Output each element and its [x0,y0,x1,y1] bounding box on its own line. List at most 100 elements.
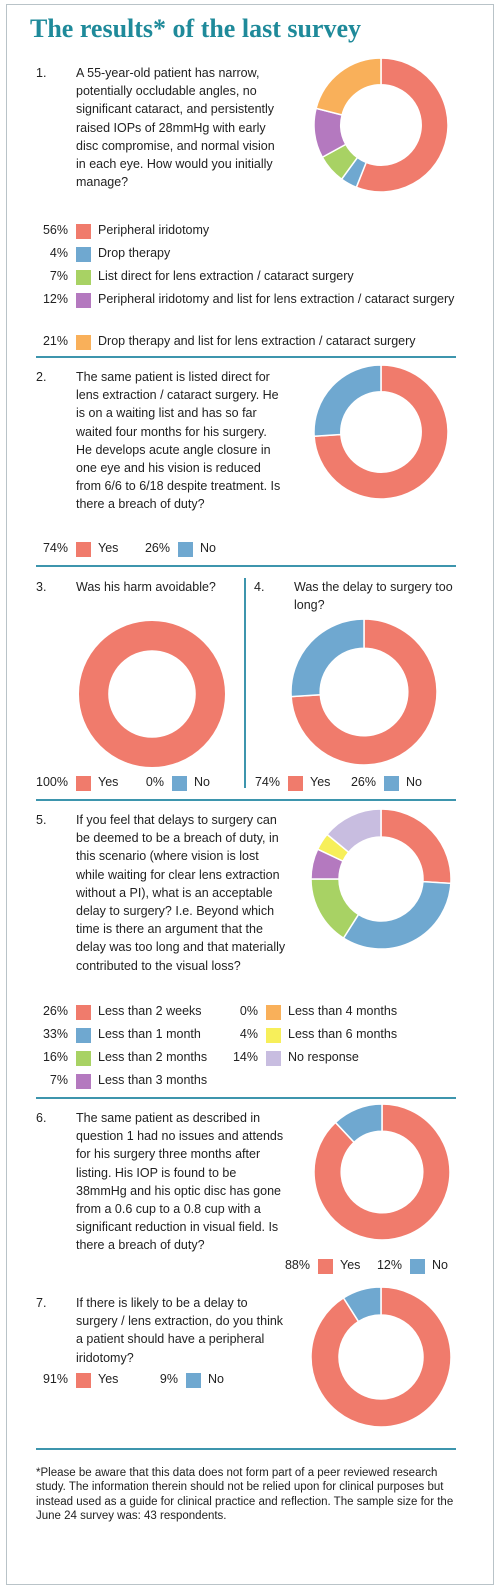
legend-label: Yes [98,775,119,789]
question-5-number: 5. [36,813,47,827]
legend-label: Yes [340,1258,361,1272]
legend-label: Less than 3 months [98,1073,208,1087]
legend-item: 26% Less than 2 weeks [36,1003,236,1021]
footnote: *Please be aware that this data does not… [36,1467,454,1523]
donut-slice-less-than-1-month [342,880,452,950]
infographic-frame [6,4,494,1585]
donut-slice-no [342,1286,382,1323]
question-7-donut-chart [310,1286,452,1428]
donut-slice-no [313,364,382,438]
donut-slice-less-than-2-weeks [380,808,452,885]
legend-item: 88% Yes [278,1257,388,1275]
legend-label: Less than 2 months [98,1050,208,1064]
legend-swatch [288,776,303,791]
legend-swatch [266,1005,281,1020]
legend-item: 7% Less than 3 months [36,1072,236,1090]
legend-percent: 0% [145,775,164,789]
question-3-donut-chart [78,620,226,768]
legend-swatch [76,1051,91,1066]
legend-item: 26% No [138,540,258,558]
legend-item: 4% Less than 6 months [226,1026,426,1044]
legend-label: No [208,1372,224,1386]
legend-item: 91% Yes [36,1371,156,1389]
legend-item: 26% No [344,774,444,792]
legend-swatch [76,293,91,308]
page-title: The results* of the last survey [30,14,362,43]
question-2-donut-chart [313,364,449,500]
legend-percent: 4% [49,246,68,260]
legend-label: Less than 2 weeks [98,1004,202,1018]
donut-slice-drop-therapy-and-list-for-lens-extraction-cataract-surgery [315,57,382,116]
question-5-donut-chart [310,808,452,950]
question-2-text: The same patient is listed direct for le… [76,370,281,512]
question-6-donut-chart [313,1103,451,1241]
legend-item: 74% Yes [36,540,176,558]
donut-slice-no [290,618,365,698]
legend-label: No [432,1258,448,1272]
legend-item: 0% Less than 4 months [226,1003,426,1021]
question-1-donut-chart [313,57,449,193]
legend-percent: 12% [42,292,68,306]
legend-percent: 91% [42,1372,68,1386]
legend-swatch [178,542,193,557]
legend-percent: 9% [159,1372,178,1386]
legend-percent: 12% [376,1258,402,1272]
legend-item: 33% Less than 1 month [36,1026,236,1044]
legend-percent: 88% [284,1258,310,1272]
legend-swatch [384,776,399,791]
legend-percent: 26% [144,541,170,555]
legend-label: Less than 6 months [288,1027,398,1041]
legend-swatch [410,1259,425,1274]
donut-slice-yes [310,1286,452,1428]
legend-swatch [76,1373,91,1388]
question-4-text: Was the delay to surgery too long? [294,580,453,613]
question-6-number: 6. [36,1111,47,1125]
legend-item: 4% Drop therapy [36,245,466,263]
legend-item: 21% Drop therapy and list for lens extra… [36,333,466,351]
legend-item: 16% Less than 2 months [36,1049,236,1067]
legend-swatch [186,1373,201,1388]
question-5-text: If you feel that delays to surgery can b… [76,813,286,973]
legend-percent: 16% [42,1050,68,1064]
legend-swatch [266,1028,281,1043]
legend-label: Yes [98,541,119,555]
section-divider [36,1097,456,1099]
legend-swatch [266,1051,281,1066]
question-7-text: If there is likely to be a delay to surg… [76,1296,284,1365]
legend-label: Less than 4 months [288,1004,398,1018]
section-divider [36,565,456,567]
legend-item: 0% No [132,774,232,792]
legend-percent: 21% [42,334,68,348]
legend-item: 12% Peripheral iridotomy and list for le… [36,291,466,309]
section-divider [36,356,456,358]
legend-label: Yes [98,1372,119,1386]
legend-label: Peripheral iridotomy and list for lens e… [98,292,455,306]
legend-swatch [76,335,91,350]
donut-slice-no [334,1103,383,1144]
legend-item: 74% Yes [248,774,348,792]
legend-swatch [76,776,91,791]
legend-swatch [76,270,91,285]
legend-percent: 74% [254,775,280,789]
legend-label: List direct for lens extraction / catara… [98,269,354,283]
donut-slice-peripheral-iridotomy [355,57,449,193]
question-4-donut-chart [290,618,438,766]
column-divider [244,578,246,788]
legend-percent: 4% [239,1027,258,1041]
legend-label: Yes [310,775,331,789]
legend-percent: 7% [49,1073,68,1087]
legend-swatch [318,1259,333,1274]
legend-swatch [76,247,91,262]
legend-swatch [172,776,187,791]
legend-percent: 100% [36,775,68,789]
legend-swatch [76,1028,91,1043]
question-1-text: A 55-year-old patient has narrow, potent… [76,66,275,190]
donut-slice-yes [313,1103,451,1241]
legend-label: Peripheral iridotomy [98,223,210,237]
legend-percent: 26% [350,775,376,789]
question-6-text: The same patient as described in questio… [76,1111,284,1253]
legend-label: No [200,541,216,555]
legend-swatch [76,224,91,239]
legend-item: 12% No [370,1257,460,1275]
question-3-number: 3. [36,580,47,594]
